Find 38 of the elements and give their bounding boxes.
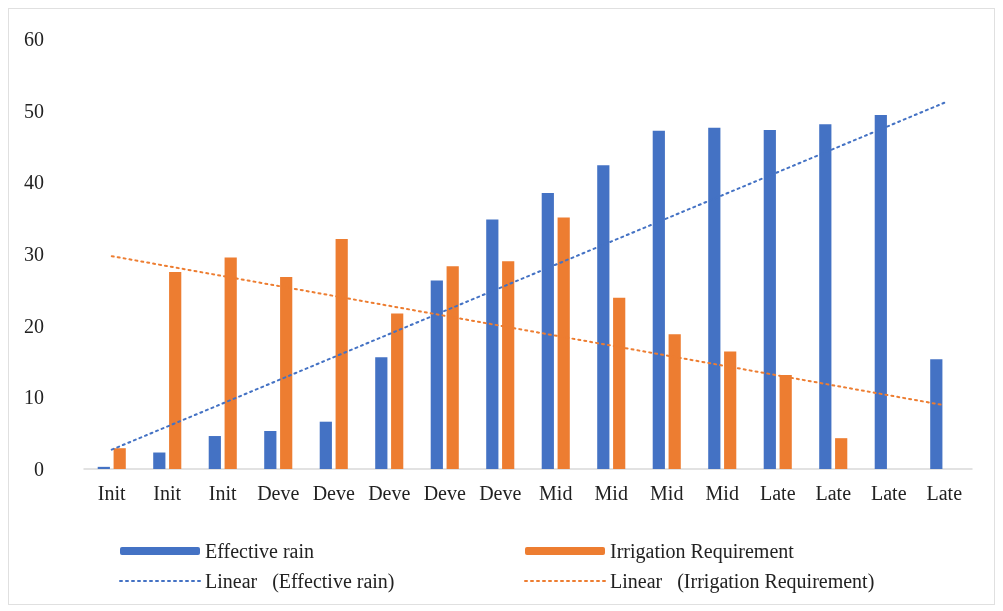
x-tick-label: Deve xyxy=(312,482,355,504)
x-tick-label: Init xyxy=(153,482,182,504)
x-tick-label: Deve xyxy=(423,482,466,504)
y-tick-label: 40 xyxy=(24,171,44,194)
x-tick-label: Mid xyxy=(705,482,739,504)
legend-label: Linear (Effective rain) xyxy=(205,570,395,593)
y-tick-label: 50 xyxy=(24,99,44,122)
bar xyxy=(375,357,388,469)
y-tick-label: 10 xyxy=(24,386,44,409)
bar xyxy=(930,359,943,469)
bar xyxy=(153,452,166,469)
bar xyxy=(391,313,404,469)
bar xyxy=(169,271,182,469)
bar xyxy=(835,438,848,469)
x-tick-label: Late xyxy=(870,482,907,504)
x-tick-label: Deve xyxy=(257,482,300,504)
legend-label: Effective rain xyxy=(205,540,315,562)
x-tick-label: Mid xyxy=(650,482,684,504)
x-tick-label: Late xyxy=(926,482,963,504)
x-tick-label: Mid xyxy=(594,482,628,504)
x-tick-label: Late xyxy=(815,482,852,504)
x-tick-label: Init xyxy=(208,482,238,504)
x-tick-label: Deve xyxy=(479,482,522,504)
y-tick-label: 20 xyxy=(24,314,44,337)
y-tick-label: 0 xyxy=(34,458,44,480)
x-tick-label: Late xyxy=(759,482,796,504)
legend-label: Linear (Irrigation Requirement) xyxy=(610,570,875,593)
y-tick-label: 60 xyxy=(24,28,44,50)
legend-label: Irrigation Requirement xyxy=(610,540,795,563)
x-tick-label: Mid xyxy=(539,482,573,504)
y-tick-label: 30 xyxy=(24,243,44,265)
x-tick-label: Init xyxy=(97,482,127,504)
bar xyxy=(319,421,332,469)
bar xyxy=(113,448,126,469)
x-tick-label: Deve xyxy=(368,482,411,504)
bar xyxy=(97,466,110,469)
bar xyxy=(264,431,277,469)
bar xyxy=(208,436,221,469)
